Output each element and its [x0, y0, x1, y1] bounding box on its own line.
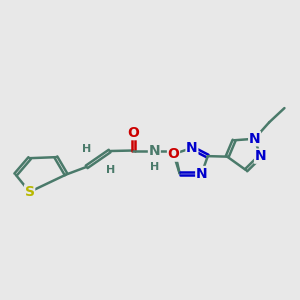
Text: H: H — [150, 162, 159, 172]
Text: N: N — [186, 141, 198, 155]
Text: H: H — [106, 165, 115, 175]
Text: N: N — [255, 149, 266, 163]
Text: S: S — [25, 185, 34, 199]
Text: H: H — [82, 144, 92, 154]
Text: O: O — [168, 147, 179, 161]
Text: O: O — [127, 126, 139, 140]
Text: N: N — [148, 143, 160, 158]
Text: N: N — [249, 132, 260, 146]
Text: N: N — [196, 167, 207, 181]
